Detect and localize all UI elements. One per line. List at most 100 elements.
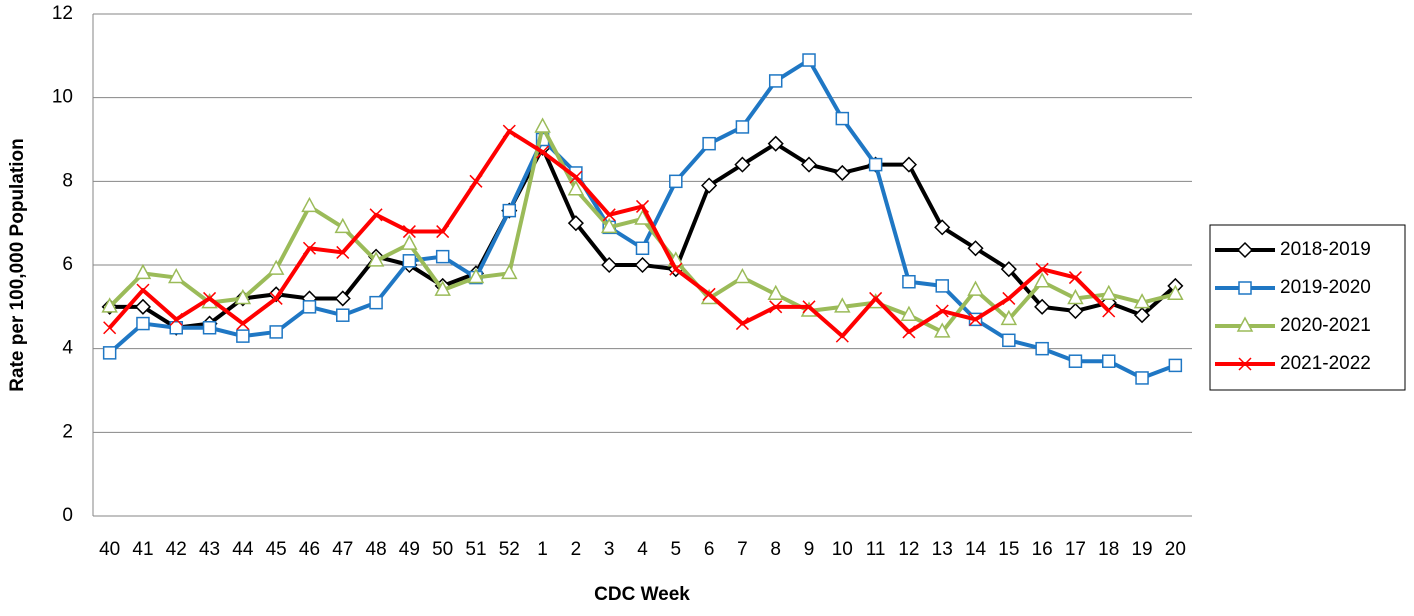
x-tick-label: 13 (932, 539, 953, 560)
data-point (101, 297, 118, 313)
data-point (802, 53, 816, 67)
data-point (369, 208, 383, 222)
data-point (902, 325, 916, 339)
x-tick-label: 8 (770, 539, 781, 560)
y-tick-label: 2 (62, 421, 73, 442)
x-tick-label: 7 (737, 539, 748, 560)
data-point (1167, 284, 1184, 301)
data-point (1002, 291, 1016, 305)
data-point (1035, 341, 1049, 356)
data-point (1002, 333, 1016, 348)
x-tick-label: 45 (266, 539, 287, 560)
legend-label: 2019-2020 (1280, 277, 1371, 298)
data-point (534, 117, 551, 133)
data-point (467, 267, 485, 284)
x-tick-label: 5 (671, 539, 682, 560)
x-tick-label: 20 (1165, 539, 1186, 560)
y-tick-label: 6 (62, 254, 73, 275)
data-point (702, 136, 716, 151)
data-point (134, 298, 152, 315)
data-point (735, 317, 749, 331)
data-point (567, 180, 585, 196)
data-point (767, 135, 784, 152)
data-point (669, 262, 683, 276)
x-tick-label: 18 (1098, 539, 1119, 560)
data-point (301, 196, 318, 213)
data-point (734, 156, 751, 173)
data-point (1168, 358, 1183, 373)
series-line (109, 141, 1177, 330)
x-tick-label: 47 (332, 539, 353, 560)
data-point (169, 321, 184, 335)
x-axis-title: CDC Week (594, 584, 690, 605)
data-point (1035, 262, 1049, 276)
data-point (502, 124, 516, 138)
y-tick-label: 4 (62, 338, 73, 359)
data-point (634, 256, 651, 274)
data-point (1133, 293, 1151, 309)
data-point (334, 290, 351, 307)
data-point (934, 219, 951, 236)
data-point (701, 177, 718, 194)
data-point (1101, 354, 1116, 368)
data-point (1068, 354, 1083, 368)
data-point (835, 111, 850, 126)
data-point (501, 263, 518, 280)
data-point (702, 287, 716, 301)
x-tick-label: 51 (465, 539, 486, 560)
data-point (136, 316, 150, 331)
data-point (436, 225, 450, 239)
data-point (802, 300, 816, 314)
data-point (269, 291, 283, 305)
x-tick-label: 4 (637, 539, 648, 560)
data-point (1000, 309, 1018, 326)
y-tick-label: 12 (52, 3, 73, 24)
legend-label: 2021-2022 (1280, 353, 1371, 374)
x-tick-label: 52 (499, 539, 520, 560)
data-point (800, 156, 818, 173)
data-point (967, 240, 984, 257)
data-point (1135, 371, 1149, 385)
data-point (1000, 261, 1017, 278)
data-point (302, 241, 317, 255)
data-point (434, 280, 451, 296)
data-point (834, 164, 851, 182)
data-point (336, 245, 350, 259)
x-tick-label: 44 (232, 539, 254, 560)
data-point (635, 199, 650, 213)
data-point (236, 329, 250, 343)
data-point (1067, 288, 1084, 305)
legend-marker (1238, 357, 1252, 371)
data-point (269, 325, 283, 339)
x-tick-label: 19 (1131, 539, 1152, 560)
data-point (168, 267, 185, 284)
data-point (401, 234, 418, 250)
data-point (1102, 304, 1116, 318)
x-tick-label: 1 (537, 539, 548, 560)
data-point (536, 145, 550, 159)
data-point (1133, 307, 1151, 324)
y-tick-label: 8 (62, 170, 73, 191)
x-tick-label: 9 (804, 539, 815, 560)
data-point (469, 174, 483, 188)
data-point (869, 291, 883, 305)
x-tick-label: 10 (832, 539, 853, 560)
data-point (103, 321, 117, 335)
data-point (601, 256, 618, 274)
data-point (1068, 271, 1082, 285)
data-point (968, 312, 983, 326)
legend-marker (1238, 281, 1252, 295)
x-tick-label: 40 (99, 539, 120, 560)
data-point (569, 170, 583, 184)
data-point (669, 174, 683, 189)
x-tick-label: 50 (432, 539, 453, 560)
data-point (933, 322, 951, 338)
x-tick-label: 16 (1032, 539, 1053, 560)
data-point (767, 284, 784, 301)
data-point (1034, 298, 1051, 315)
data-point (835, 329, 849, 343)
data-point (203, 291, 217, 305)
x-tick-label: 15 (998, 539, 1019, 560)
data-point (600, 217, 618, 234)
